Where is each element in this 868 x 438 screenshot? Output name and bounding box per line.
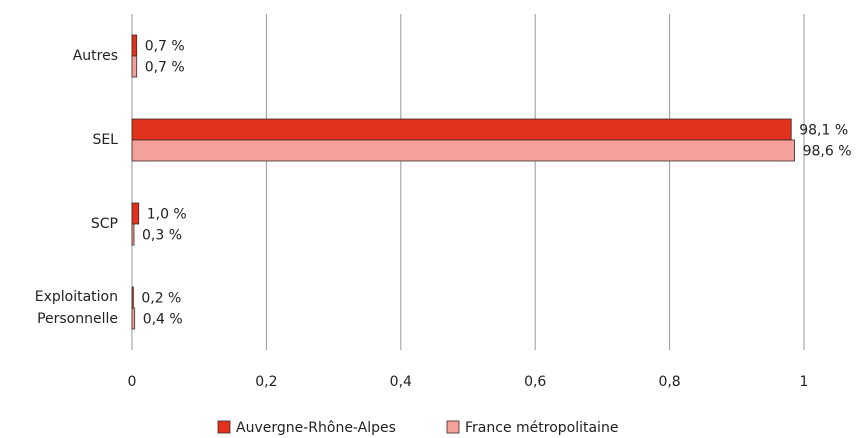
bar (131, 55, 138, 78)
x-tick-label: 0,8 (658, 374, 680, 390)
y-tick-label: Autres (73, 48, 118, 64)
x-tick-label: 0,4 (390, 374, 412, 390)
x-tick-label: 0,2 (255, 374, 277, 390)
bar (131, 223, 135, 246)
bar (131, 202, 140, 225)
y-tick-label: SCP (91, 216, 118, 232)
legend-label: Auvergne-Rhône-Alpes (236, 420, 396, 436)
value-label: 1,0 % (147, 207, 187, 223)
x-tick-label: 0,6 (524, 374, 546, 390)
bar (131, 286, 134, 309)
legend-swatch (446, 420, 460, 434)
x-tick-label: 1 (800, 374, 809, 390)
bar (131, 34, 138, 57)
x-tick-label: 0 (128, 374, 137, 390)
legend-swatch (217, 420, 231, 434)
bar (131, 307, 136, 330)
value-label: 0,4 % (143, 312, 183, 328)
value-label: 0,7 % (145, 39, 185, 55)
legend-label: France métropolitaine (465, 420, 618, 436)
value-label: 0,7 % (145, 60, 185, 76)
value-label: 98,6 % (803, 144, 852, 160)
bar (131, 139, 795, 162)
value-label: 0,3 % (142, 228, 182, 244)
y-tick-label: Exploitation Personnelle (33, 289, 118, 327)
y-tick-label: SEL (92, 132, 118, 148)
value-label: 0,2 % (141, 291, 181, 307)
value-label: 98,1 % (799, 123, 848, 139)
bar (131, 118, 792, 141)
